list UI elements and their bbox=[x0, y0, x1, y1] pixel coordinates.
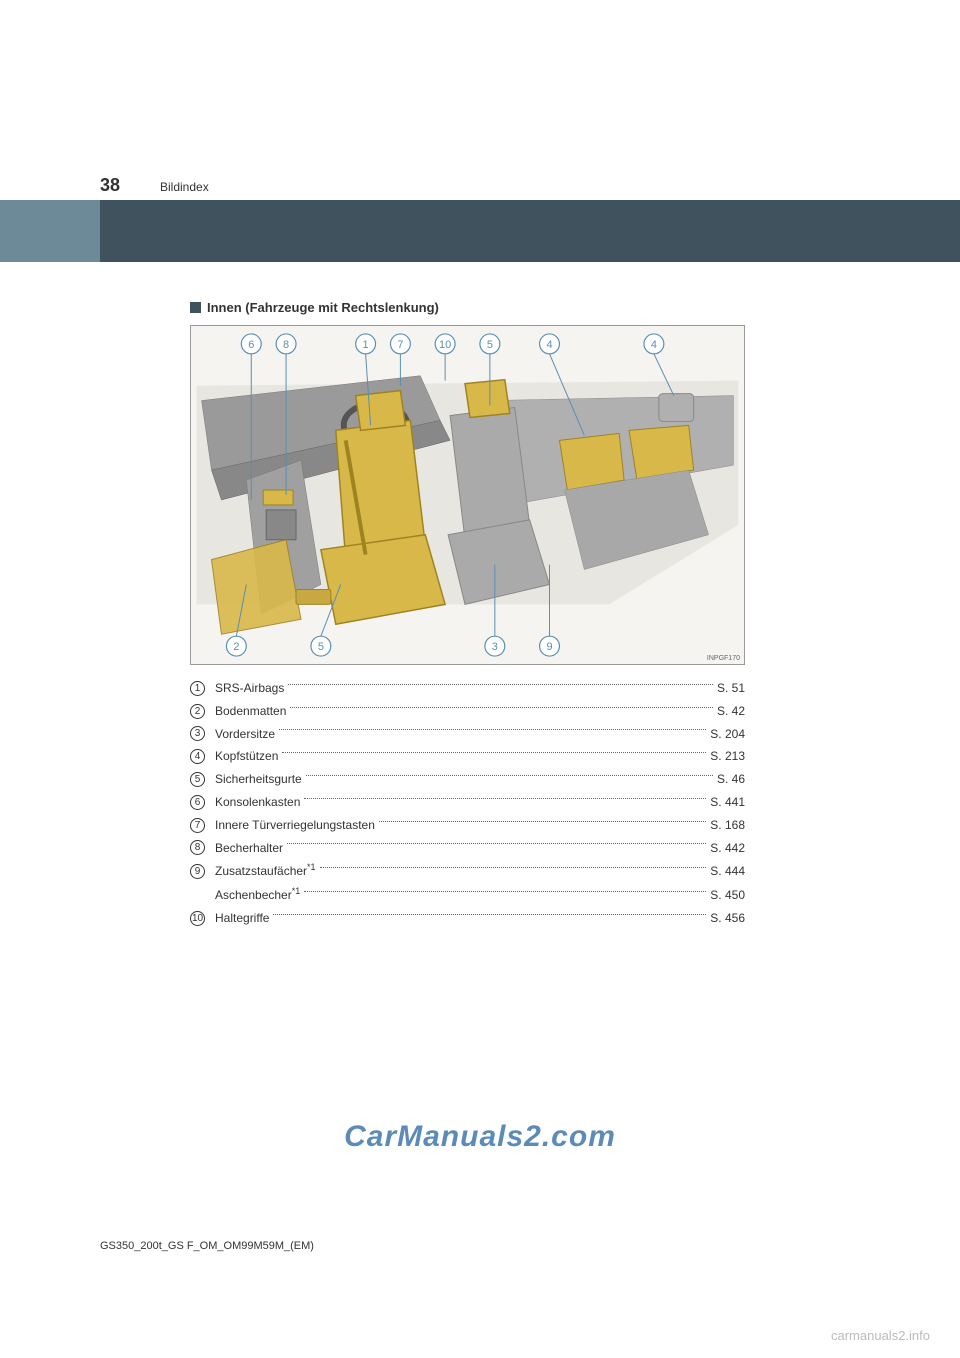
svg-text:9: 9 bbox=[546, 641, 552, 653]
leader-dots bbox=[379, 821, 706, 822]
index-page: S. 450 bbox=[710, 884, 745, 907]
leader-dots bbox=[306, 775, 713, 776]
leader-dots bbox=[273, 914, 706, 915]
circled-number-icon: 10 bbox=[190, 911, 205, 926]
leader-dots bbox=[304, 891, 706, 892]
index-item: 4 Kopfstützen S. 213 bbox=[190, 745, 745, 768]
main-content: Innen (Fahrzeuge mit Rechtslenkung) bbox=[190, 300, 770, 930]
index-label: Innere Türverriegelungstasten bbox=[215, 814, 375, 837]
footer-code: GS350_200t_GS F_OM_OM99M59M_(EM) bbox=[100, 1240, 314, 1252]
square-bullet-icon bbox=[190, 302, 201, 313]
watermark-text: CarManuals2.com bbox=[0, 1120, 960, 1154]
index-page: S. 42 bbox=[717, 700, 745, 723]
svg-text:4: 4 bbox=[651, 339, 657, 351]
subtitle-row: Innen (Fahrzeuge mit Rechtslenkung) bbox=[190, 300, 770, 315]
svg-text:4: 4 bbox=[546, 339, 552, 351]
index-item: 8 Becherhalter S. 442 bbox=[190, 837, 745, 860]
index-page: S. 444 bbox=[710, 860, 745, 883]
index-item: 3 Vordersitze S. 204 bbox=[190, 723, 745, 746]
circled-number-icon: 9 bbox=[190, 864, 205, 879]
svg-text:10: 10 bbox=[439, 339, 451, 351]
index-page: S. 51 bbox=[717, 677, 745, 700]
index-item: 6 Konsolenkasten S. 441 bbox=[190, 791, 745, 814]
index-item: 9 Zusatzstaufächer*1 S. 444 bbox=[190, 859, 745, 883]
leader-dots bbox=[279, 729, 706, 730]
diagram-svg: 6 8 1 7 10 5 4 4 2 5 3 9 bbox=[191, 326, 744, 664]
index-label: Haltegriffe bbox=[215, 907, 269, 930]
circled-number-icon: 8 bbox=[190, 840, 205, 855]
index-label: Konsolenkasten bbox=[215, 791, 300, 814]
section-title: Bildindex bbox=[160, 180, 209, 194]
index-page: S. 168 bbox=[710, 814, 745, 837]
page-header: 38 Bildindex bbox=[100, 175, 860, 204]
index-label: Vordersitze bbox=[215, 723, 275, 746]
interior-diagram: 6 8 1 7 10 5 4 4 2 5 3 9 INPGF170 bbox=[190, 325, 745, 665]
circled-number-icon: 6 bbox=[190, 795, 205, 810]
leader-dots bbox=[320, 867, 707, 868]
index-page: S. 204 bbox=[710, 723, 745, 746]
leader-dots bbox=[287, 843, 706, 844]
index-label: Aschenbecher*1 bbox=[215, 883, 300, 907]
index-page: S. 441 bbox=[710, 791, 745, 814]
svg-text:1: 1 bbox=[363, 339, 369, 351]
index-label: Zusatzstaufächer*1 bbox=[215, 859, 316, 883]
svg-text:7: 7 bbox=[397, 339, 403, 351]
svg-text:3: 3 bbox=[492, 641, 498, 653]
index-item: 7 Innere Türverriegelungstasten S. 168 bbox=[190, 814, 745, 837]
header-color-band bbox=[0, 200, 960, 262]
svg-text:6: 6 bbox=[248, 339, 254, 351]
svg-text:5: 5 bbox=[318, 641, 324, 653]
index-item: 10 Haltegriffe S. 456 bbox=[190, 907, 745, 930]
index-label: Becherhalter bbox=[215, 837, 283, 860]
band-left bbox=[0, 200, 100, 262]
footer-site: carmanuals2.info bbox=[831, 1328, 930, 1343]
circled-number-icon: 2 bbox=[190, 704, 205, 719]
leader-dots bbox=[290, 707, 713, 708]
image-code: INPGF170 bbox=[707, 655, 740, 662]
circled-number-icon: 4 bbox=[190, 749, 205, 764]
leader-dots bbox=[304, 798, 706, 799]
index-item: 1 SRS-Airbags S. 51 bbox=[190, 677, 745, 700]
index-page: S. 46 bbox=[717, 768, 745, 791]
leader-dots bbox=[282, 752, 706, 753]
page-number: 38 bbox=[100, 175, 160, 196]
circled-number-icon: 7 bbox=[190, 818, 205, 833]
index-label: SRS-Airbags bbox=[215, 677, 284, 700]
index-sub-item: Aschenbecher*1 S. 450 bbox=[190, 883, 745, 907]
leader-dots bbox=[288, 684, 713, 685]
subtitle-text: Innen (Fahrzeuge mit Rechtslenkung) bbox=[207, 300, 439, 315]
band-right bbox=[100, 200, 960, 262]
svg-text:2: 2 bbox=[233, 641, 239, 653]
index-page: S. 442 bbox=[710, 837, 745, 860]
svg-text:8: 8 bbox=[283, 339, 289, 351]
index-list: 1 SRS-Airbags S. 51 2 Bodenmatten S. 42 3 Vorde… bbox=[190, 677, 745, 930]
index-label: Sicherheitsgurte bbox=[215, 768, 302, 791]
index-label: Kopfstützen bbox=[215, 745, 278, 768]
index-page: S. 213 bbox=[710, 745, 745, 768]
svg-text:5: 5 bbox=[487, 339, 493, 351]
index-page: S. 456 bbox=[710, 907, 745, 930]
circled-number-icon: 1 bbox=[190, 681, 205, 696]
index-item: 2 Bodenmatten S. 42 bbox=[190, 700, 745, 723]
circled-number-icon: 5 bbox=[190, 772, 205, 787]
index-label: Bodenmatten bbox=[215, 700, 286, 723]
circled-number-icon: 3 bbox=[190, 726, 205, 741]
index-item: 5 Sicherheitsgurte S. 46 bbox=[190, 768, 745, 791]
